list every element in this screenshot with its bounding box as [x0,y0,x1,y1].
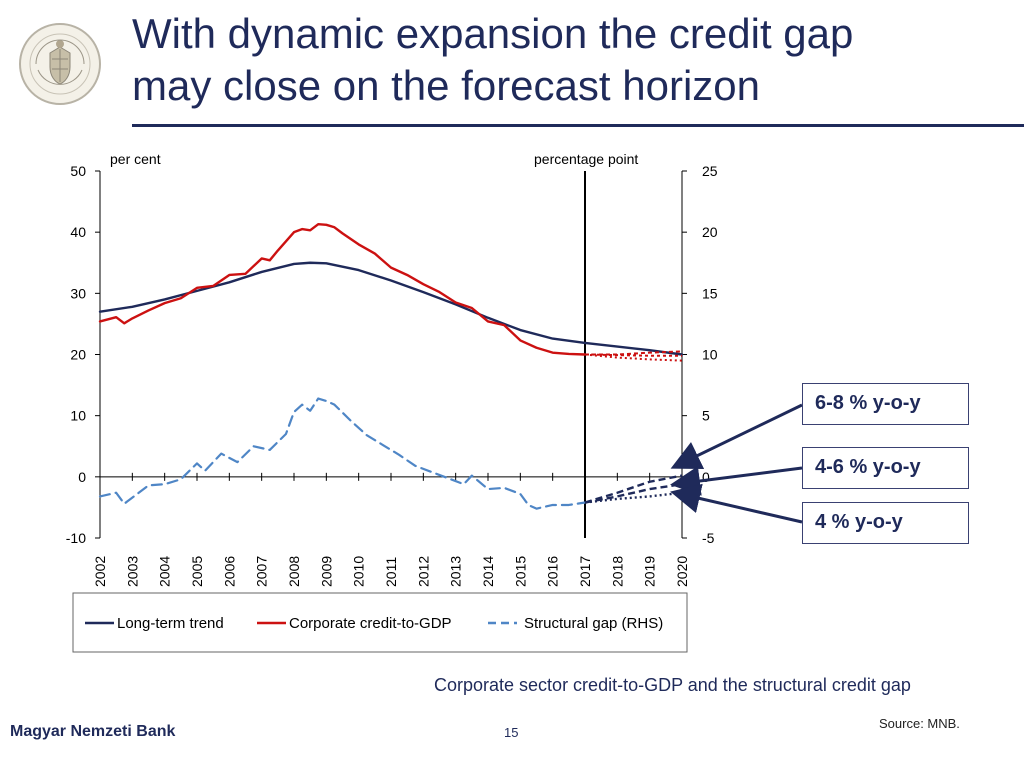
forecast-gap-line-1 [584,474,683,504]
x-tick-label: 2008 [286,556,302,587]
x-tick-label: 2003 [124,556,140,587]
x-tick-label: 2012 [415,556,431,587]
right-tick-label: 25 [702,163,718,179]
legend-box [72,592,688,653]
forecast-gap-line-2 [584,482,683,504]
page-title-line-2: may close on the forecast horizon [132,62,760,109]
x-tick-label: 2011 [383,557,399,587]
x-tick-label: 2014 [480,556,496,587]
x-tick-label: 2016 [545,556,561,587]
callout-box-4-6: 4-6 % y-o-y [802,447,969,489]
right-tick-label: 0 [702,469,710,485]
series-line-corporate-credit-to-gdp [98,223,587,356]
callout-4-6-label: 4-6 % y-o-y [815,456,921,478]
x-tick-label: 2005 [189,556,205,587]
x-tick-label: 2018 [609,556,625,587]
x-tick-label: 2007 [254,556,270,587]
x-tick-label: 2002 [92,556,108,587]
x-tick-label: 2015 [512,556,528,587]
x-tick-label: 2019 [642,556,658,587]
right-tick-label: 15 [702,285,718,301]
source-note: Source: MNB. [879,716,960,731]
series-line-structural-gap-rhs- [98,397,587,510]
left-tick-label: 0 [78,469,86,485]
legend-label-2: Corporate credit-to-GDP [289,615,452,632]
callout-box-4: 4 % y-o-y [802,502,969,544]
callout-arrow-3 [670,483,803,524]
callout-4-label: 4 % y-o-y [815,511,903,533]
x-tick-label: 2006 [221,556,237,587]
x-tick-label: 2010 [351,556,367,587]
left-tick-label: 10 [70,408,86,424]
forecast-credit-line-3 [584,353,683,362]
page-title: With dynamic expansion the credit gap ma… [132,8,1002,112]
title-underline [132,124,1024,127]
right-tick-label: -5 [702,530,715,546]
forecast-gap-line-3 [584,491,683,504]
callout-box-6-8: 6-8 % y-o-y [802,383,969,425]
x-tick-label: 2004 [157,556,173,587]
page-title-line-1: With dynamic expansion the credit gap [132,10,854,57]
left-tick-label: 30 [70,285,86,301]
right-tick-label: 10 [702,347,718,363]
left-tick-label: 40 [70,224,86,240]
x-tick-label: 2020 [674,556,690,587]
left-tick-label: -10 [66,530,86,546]
page-number: 15 [504,725,519,740]
right-tick-label: 20 [702,224,718,240]
forecast-credit-line-2 [584,353,682,357]
forecast-credit-line-1 [585,350,683,356]
callout-6-8-label: 6-8 % y-o-y [815,392,921,414]
footer-bank-name: Magyar Nemzeti Bank [10,723,176,740]
chart-caption: Corporate sector credit-to-GDP and the s… [434,675,911,695]
x-tick-label: 2009 [318,556,334,587]
mnb-logo-icon [19,23,101,105]
x-tick-label: 2017 [577,556,593,587]
x-tick-label: 2013 [448,556,464,587]
legend-label-3: Structural gap (RHS) [524,615,663,632]
right-axis-label: percentage point [534,151,638,167]
legend-label-1: Long-term trend [117,615,224,632]
callout-arrow-1 [670,403,803,470]
left-tick-label: 20 [70,347,86,363]
left-axis-label: per cent [110,151,161,167]
left-tick-label: 50 [70,163,86,179]
series-line-long-term-trend [98,261,684,356]
callout-arrow-2 [670,466,803,496]
right-tick-label: 5 [702,408,710,424]
